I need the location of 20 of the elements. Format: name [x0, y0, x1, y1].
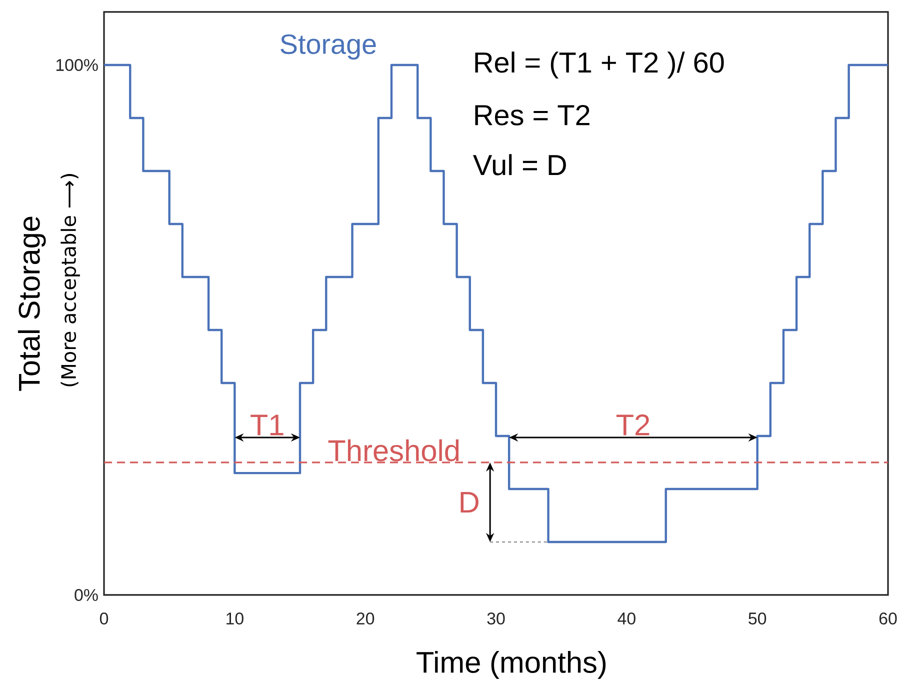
annotation: Res = T2: [475, 104, 590, 126]
y-tick-label: 0%: [74, 588, 98, 601]
annotation: T2: [616, 414, 650, 436]
x-tick-label: 10: [226, 612, 244, 625]
text: (More acceptable ⟶): [60, 174, 80, 386]
x-tick-label: 30: [487, 612, 505, 625]
x-tick-label: 40: [618, 612, 636, 625]
x-tick-label: 20: [356, 612, 374, 625]
annotation: Rel = (T1 + T2 )/ 60: [475, 52, 724, 78]
x-tick-label: 0: [100, 612, 108, 625]
series-label: Storage: [280, 34, 376, 60]
y-axis-title: Total Storage: [18, 216, 46, 391]
annotation: D: [460, 492, 478, 513]
x-tick-label: 60: [879, 612, 897, 625]
annotation: Vul = D: [473, 154, 566, 176]
annotation: T1: [250, 414, 284, 436]
x-tick-label: 50: [748, 612, 766, 625]
ref-line-label: Threshold: [328, 439, 459, 462]
y-tick-label: 100%: [56, 58, 98, 71]
x-axis-title: Time (months): [416, 651, 606, 679]
